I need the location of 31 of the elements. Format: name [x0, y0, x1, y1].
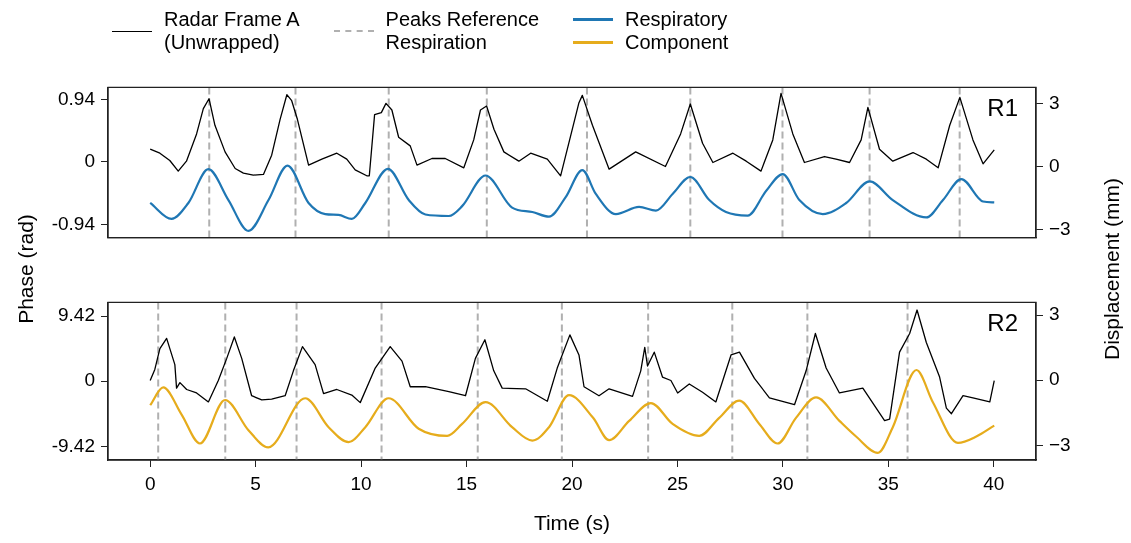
legend-label: Radar Frame A (Unwrapped)	[164, 8, 300, 54]
x-tick-label: 25	[666, 472, 689, 494]
annotation: R1	[987, 94, 1018, 122]
y2-tick-label: 0	[1049, 154, 1060, 176]
y2-tick-label: −3	[1049, 217, 1071, 239]
y2-tick-label: −3	[1049, 433, 1071, 455]
y-tick-label: 9.42	[58, 304, 95, 326]
x-tick-label: 35	[877, 472, 899, 494]
y2-axis-title: Displacement (mm)	[1100, 177, 1124, 360]
y-tick-label: 0	[84, 150, 95, 172]
y-tick-label: -0.94	[51, 212, 96, 234]
legend-label: Respiratory Component	[625, 8, 729, 54]
y-tick-label: 0.94	[58, 87, 96, 109]
line-series	[149, 368, 996, 454]
y-tick-label: 0	[84, 369, 95, 391]
y2-tick-label: 0	[1049, 368, 1060, 390]
x-tick-label: 5	[250, 472, 261, 494]
x-tick-label: 0	[144, 472, 156, 494]
x-axis-title: Time (s)	[533, 511, 611, 535]
y2-tick-label: 3	[1049, 91, 1060, 113]
x-tick-label: 10	[350, 472, 372, 494]
x-tick-label: 40	[983, 472, 1005, 494]
y-tick-label: -9.42	[51, 434, 95, 456]
annotation: R2	[987, 309, 1018, 337]
y2-tick-label: 3	[1049, 303, 1060, 325]
y-axis-title: Phase (rad)	[14, 213, 38, 324]
legend-label: Peaks Reference Respiration	[385, 8, 540, 54]
line-series	[149, 164, 996, 232]
x-tick-label: 20	[561, 472, 583, 494]
x-tick-label: 15	[455, 472, 478, 494]
x-tick-label: 30	[772, 472, 794, 494]
